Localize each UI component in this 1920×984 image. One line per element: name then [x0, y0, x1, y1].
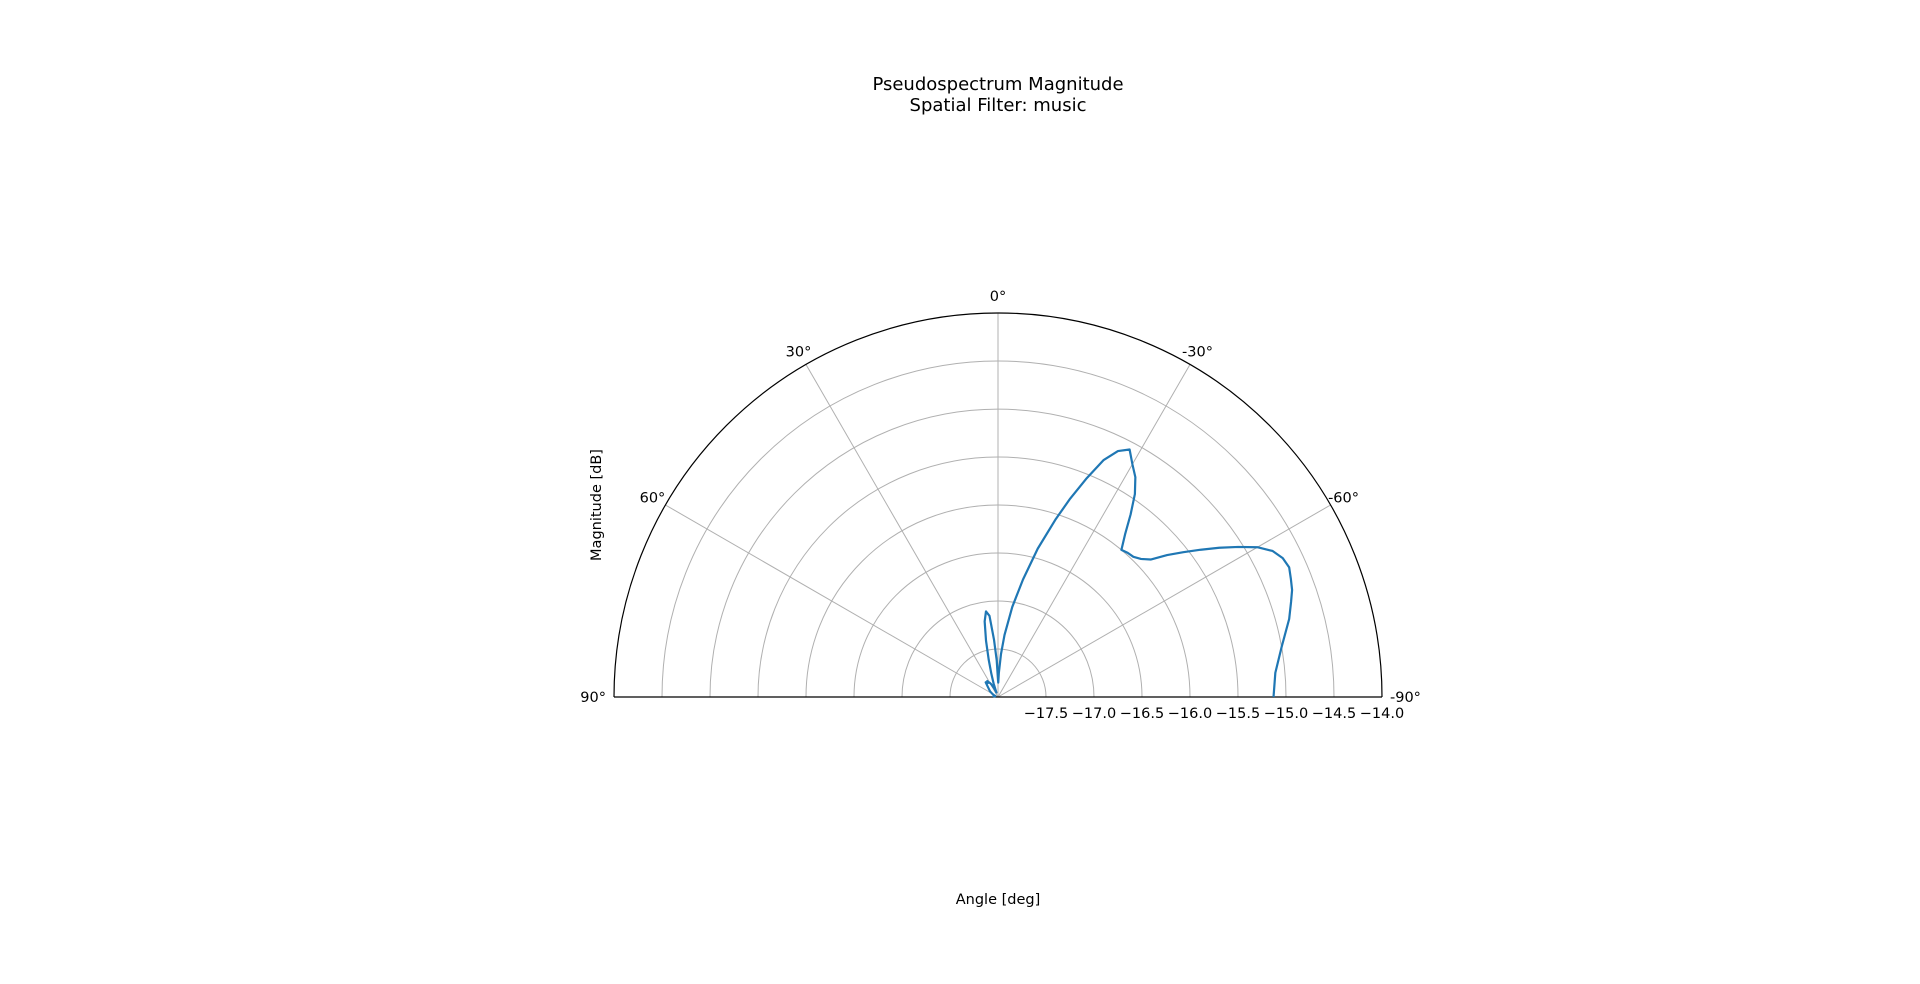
polar-grid [661, 313, 1335, 698]
angular-gridline-1 [997, 504, 1331, 698]
radial-tick-label-0: −17.5 [1024, 706, 1068, 722]
radial-tick-label-6: −14.5 [1312, 706, 1356, 722]
series-line-0 [983, 448, 1294, 698]
outer-frame-arc [613, 312, 1383, 698]
angle-tick-label-6: 90° [580, 690, 606, 706]
angle-tick-label-2: -30° [1182, 344, 1213, 360]
angle-tick-labels: -90° -60° -30° 0° 30° 60° 90° [580, 289, 1421, 706]
angular-gridline-5 [665, 504, 999, 698]
y-axis-label: Magnitude [dB] [589, 449, 605, 561]
series-layer [983, 448, 1294, 698]
angular-gridline-4 [805, 364, 999, 698]
angle-tick-label-5: 60° [640, 491, 666, 507]
radial-tick-label-3: −16.0 [1168, 706, 1212, 722]
radial-tick-label-7: −14.0 [1360, 706, 1404, 722]
angle-tick-label-3: 0° [990, 289, 1006, 305]
radial-tick-label-5: −15.0 [1264, 706, 1308, 722]
x-axis-label: Angle [deg] [956, 892, 1041, 908]
angular-gridline-2 [997, 364, 1191, 698]
chart-title: Pseudospectrum Magnitude [872, 74, 1123, 95]
chart-subtitle: Spatial Filter: music [910, 95, 1087, 116]
polar-frame [613, 312, 1383, 698]
radial-tick-label-2: −16.5 [1120, 706, 1164, 722]
angle-tick-label-4: 30° [786, 344, 812, 360]
angle-tick-label-0: -90° [1390, 690, 1421, 706]
radial-tick-label-4: −15.5 [1216, 706, 1260, 722]
radial-tick-labels: −17.5 −17.0 −16.5 −16.0 −15.5 −15.0 −14.5 −14.0 [1024, 706, 1404, 722]
angle-tick-label-1: -60° [1328, 491, 1359, 507]
radial-tick-label-1: −17.0 [1072, 706, 1116, 722]
